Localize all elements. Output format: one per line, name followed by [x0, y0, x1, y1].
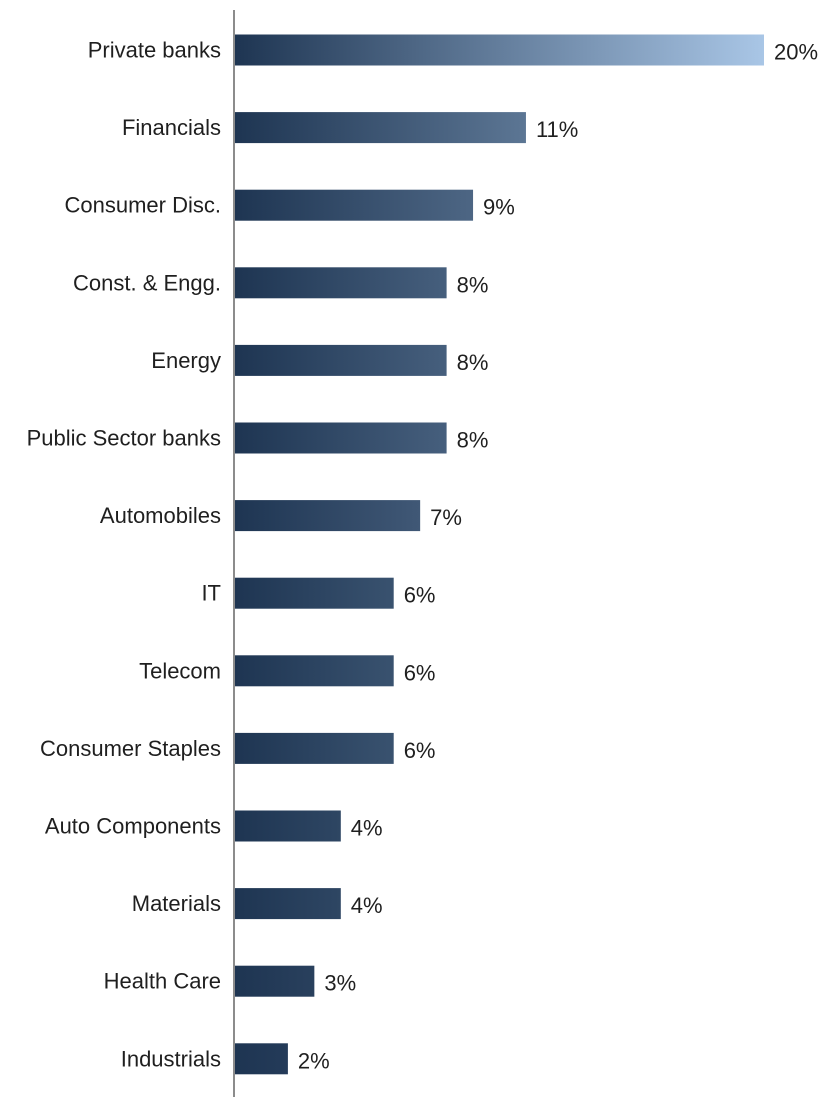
value-label: 9% [483, 195, 515, 220]
category-label: Private banks [88, 38, 221, 63]
value-label: 7% [430, 505, 462, 530]
value-label: 4% [351, 893, 383, 918]
category-label: IT [201, 581, 221, 606]
category-label: Health Care [104, 969, 221, 994]
category-label: Financials [122, 115, 221, 140]
category-label: Consumer Disc. [65, 193, 221, 218]
value-label: 6% [404, 583, 436, 608]
value-label: 2% [298, 1048, 330, 1073]
bar-public-sector-banks [235, 422, 447, 454]
bar-industrials [235, 1043, 288, 1075]
category-label: Consumer Staples [40, 736, 221, 761]
category-label: Industrials [121, 1046, 221, 1071]
bar-health-care [235, 965, 315, 997]
value-label: 6% [404, 738, 436, 763]
value-labels-layer: 20% 11% 9% 8% 8% 8% 7% 6% 6% 6% 4% 4% 3% 2% [298, 40, 818, 1074]
category-label: Energy [151, 348, 221, 373]
bar-financials [235, 112, 526, 144]
bar-private-banks [235, 34, 764, 66]
bar-auto-components [235, 810, 341, 842]
bar-telecom [235, 655, 394, 687]
value-label: 8% [457, 428, 489, 453]
value-label: 8% [457, 350, 489, 375]
value-label: 8% [457, 272, 489, 297]
category-label: Automobiles [100, 503, 221, 528]
bar-automobiles [235, 500, 421, 532]
bar-materials [235, 888, 341, 920]
bars-layer [235, 34, 764, 1075]
value-label: 4% [351, 816, 383, 841]
bar-consumer-staples [235, 732, 394, 764]
bar-consumer-disc [235, 189, 474, 221]
category-label: Materials [132, 891, 221, 916]
value-label: 20% [774, 40, 818, 65]
bar-const-engg [235, 267, 447, 299]
category-label: Auto Components [45, 814, 221, 839]
bar-it [235, 577, 394, 609]
category-label: Public Sector banks [27, 426, 221, 451]
category-labels-layer: Private banks Financials Consumer Disc. Con… [27, 38, 221, 1072]
value-label: 6% [404, 660, 436, 685]
category-label: Const. & Engg. [73, 270, 221, 295]
value-label: 3% [324, 971, 356, 996]
value-label: 11% [536, 117, 578, 142]
bar-energy [235, 344, 447, 376]
category-label: Telecom [139, 658, 221, 683]
